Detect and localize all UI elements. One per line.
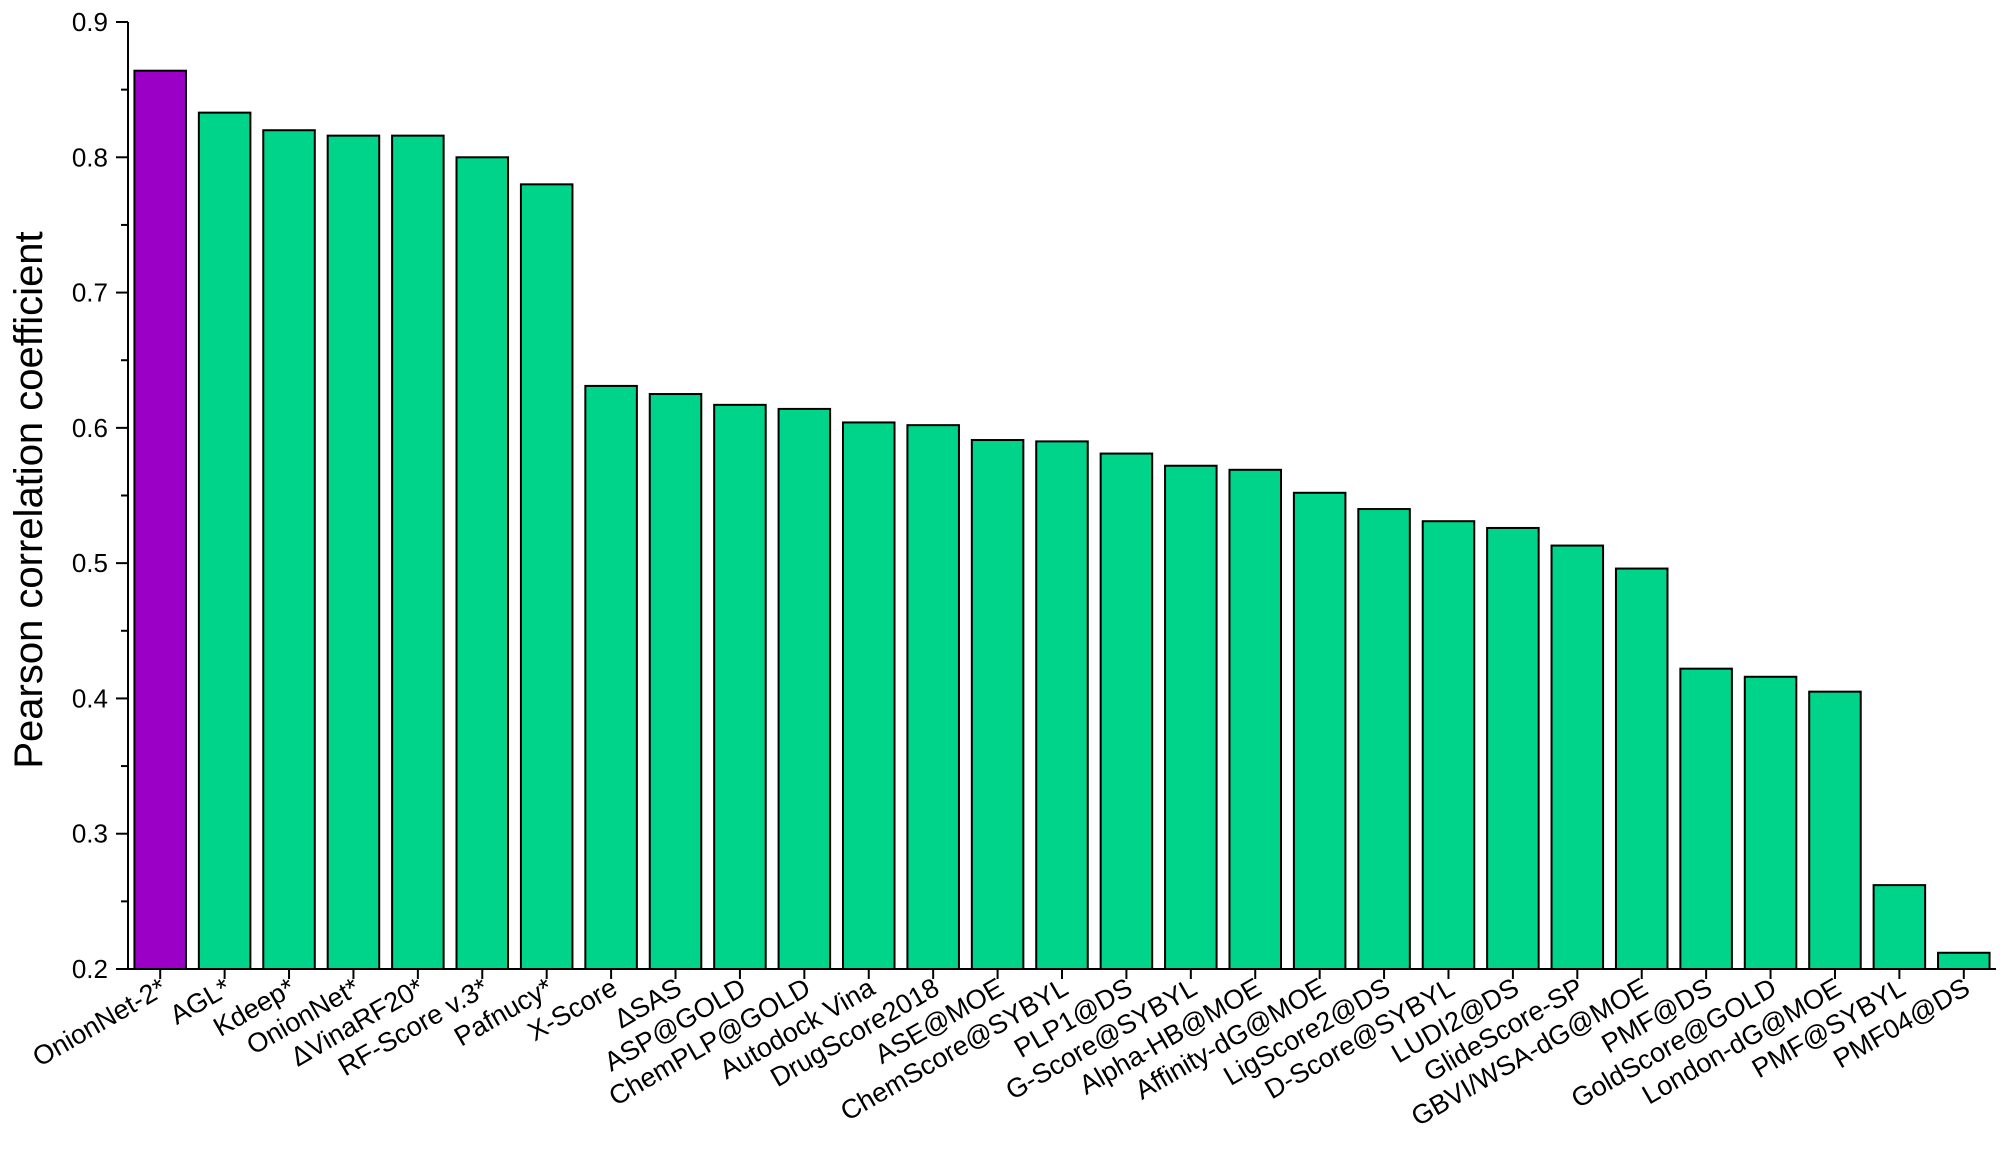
bar-25 — [1679, 667, 1733, 970]
y-tick-label: 0.4 — [72, 683, 108, 713]
bar-12 — [841, 421, 896, 970]
bar-8 — [584, 384, 638, 971]
bar-14 — [970, 439, 1025, 970]
bar-10 — [713, 403, 767, 970]
bar-21 — [1421, 520, 1476, 970]
bar-4 — [326, 134, 381, 970]
y-tick-label: 0.6 — [72, 413, 108, 443]
bar-2 — [197, 111, 252, 970]
y-axis: 0.2 0.3 0.4 0.5 0.6 0.7 0.8 0.9 — [72, 7, 129, 984]
bar-15 — [1035, 440, 1089, 970]
x-tick-label: OnionNet-2* — [28, 972, 172, 1073]
y-tick-label: 0.2 — [72, 954, 108, 984]
bar-3 — [262, 129, 316, 971]
bar-7 — [519, 183, 574, 970]
bar-28 — [1872, 884, 1927, 970]
bar-18 — [1228, 468, 1283, 970]
bar-29 — [1937, 951, 1991, 971]
bar-17 — [1164, 464, 1218, 970]
bars-group — [133, 69, 1991, 971]
y-tick-label: 0.7 — [72, 278, 108, 308]
bar-24 — [1614, 567, 1669, 970]
bar-6 — [455, 156, 510, 971]
bar-11 — [777, 407, 832, 971]
bar-13 — [906, 424, 960, 970]
y-tick-label: 0.8 — [72, 142, 108, 172]
bar-5 — [391, 134, 445, 970]
bar-26 — [1743, 675, 1798, 971]
bar-20 — [1357, 508, 1411, 970]
bar-1 — [133, 69, 187, 970]
bar-9 — [648, 393, 703, 971]
bar-23 — [1550, 544, 1605, 970]
bar-22 — [1486, 526, 1540, 970]
bar-27 — [1808, 690, 1862, 970]
bar-19 — [1292, 491, 1347, 970]
y-tick-label: 0.5 — [72, 548, 108, 578]
x-axis: OnionNet-2*AGL*Kdeep*OnionNet*ΔVinaRF20*… — [28, 968, 1996, 1132]
y-axis-title: Pearson correlation coefficient — [7, 231, 51, 768]
y-tick-label: 0.3 — [72, 819, 108, 849]
y-tick-label: 0.9 — [72, 7, 108, 37]
bar-16 — [1099, 452, 1154, 970]
